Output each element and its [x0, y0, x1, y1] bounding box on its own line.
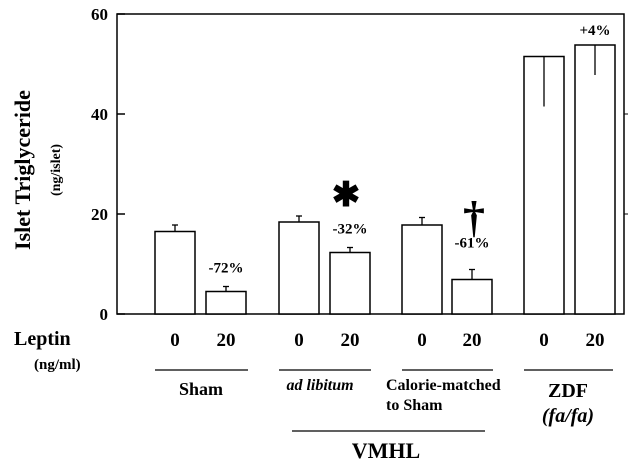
percent-annotation: +4% [579, 23, 610, 39]
dose-label: 20 [463, 330, 482, 351]
y-tick-label: 40 [91, 105, 108, 124]
bars [154, 44, 616, 315]
bar-calorie-matched-20 [451, 278, 493, 315]
group-label-zdf-line1: ZDF [548, 380, 588, 402]
percent-annotation: -72% [209, 261, 244, 277]
bar-calorie-matched-0 [401, 224, 443, 315]
vmhl-label: VMHL [352, 438, 420, 463]
group-label-sham: Sham [179, 379, 223, 399]
dose-label: 20 [217, 330, 236, 351]
x-axis-label: Leptin [14, 328, 71, 350]
dose-label: 0 [539, 330, 549, 351]
dose-label: 0 [417, 330, 427, 351]
y-ticks: 0 20 40 60 [91, 5, 125, 324]
dose-label: 20 [586, 330, 605, 351]
bar-ad-libitum-20 [329, 251, 371, 315]
bar-ad-libitum-0 [278, 221, 320, 315]
dose-label: 20 [341, 330, 360, 351]
percent-annotation: -32% [333, 222, 368, 238]
y-axis-title: Islet Triglyceride [10, 90, 35, 250]
y-tick-label: 0 [100, 305, 109, 324]
y-tick-label: 60 [91, 5, 108, 24]
bar-sham-20 [205, 290, 247, 315]
annotations: -72% -32% -61% +4% ✱ † [209, 23, 611, 277]
dose-labels: 0 20 0 20 0 20 0 20 [170, 330, 604, 351]
x-axis-unit: (ng/ml) [34, 357, 81, 373]
dose-label: 0 [170, 330, 180, 351]
group-label-calorie-matched-line1: Calorie-matched [386, 377, 501, 394]
significance-marker-ad-libitum: ✱ [332, 177, 361, 214]
percent-annotation: -61% [455, 236, 490, 252]
y-tick-label: 20 [91, 205, 108, 224]
dose-label: 0 [294, 330, 304, 351]
group-label-calorie-matched-line2: to Sham [386, 397, 443, 414]
y-axis-unit: (ng/islet) [49, 144, 64, 196]
group-label-ad-libitum: ad libitum [286, 377, 353, 394]
significance-marker-calorie-matched: † [463, 193, 485, 242]
bar-sham-0 [154, 230, 196, 315]
group-label-zdf-line2: (fa/fa) [542, 405, 594, 427]
bar-zdf-20 [574, 44, 616, 315]
